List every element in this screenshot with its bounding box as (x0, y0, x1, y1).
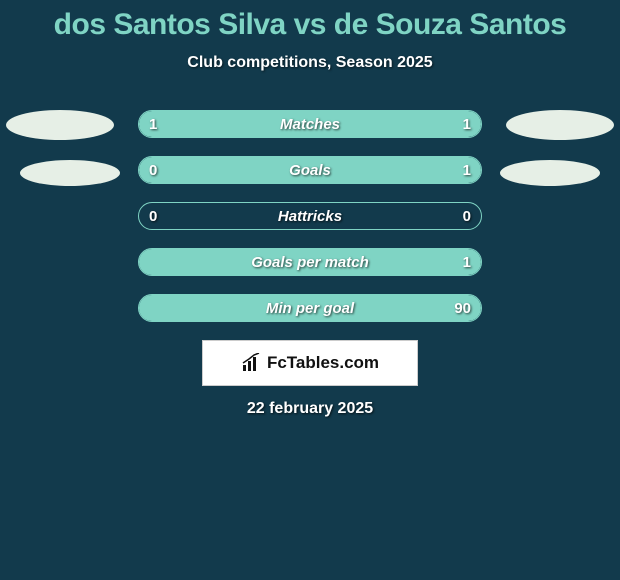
player-left-photo-placeholder (6, 110, 114, 140)
team-left-logo-placeholder (20, 160, 120, 186)
source-logo-text: FcTables.com (267, 353, 379, 373)
stat-row-goals-per-match: Goals per match 1 (138, 248, 482, 276)
stat-right-value: 1 (463, 116, 471, 133)
stat-label: Min per goal (139, 300, 481, 317)
stat-label: Hattricks (139, 208, 481, 225)
stat-label: Matches (139, 116, 481, 133)
player-right-photo-placeholder (506, 110, 614, 140)
source-logo: FcTables.com (202, 340, 418, 386)
stat-right-value: 1 (463, 162, 471, 179)
stats-area: 1 Matches 1 0 Goals 1 0 Hattricks 0 Goal… (0, 110, 620, 418)
stat-row-hattricks: 0 Hattricks 0 (138, 202, 482, 230)
team-right-logo-placeholder (500, 160, 600, 186)
stat-row-min-per-goal: Min per goal 90 (138, 294, 482, 322)
stat-row-goals: 0 Goals 1 (138, 156, 482, 184)
subtitle: Club competitions, Season 2025 (0, 54, 620, 72)
stat-right-value: 1 (463, 254, 471, 271)
chart-icon (241, 353, 263, 373)
stat-label: Goals (139, 162, 481, 179)
comparison-card: dos Santos Silva vs de Souza Santos Club… (0, 0, 620, 418)
page-title: dos Santos Silva vs de Souza Santos (0, 8, 620, 42)
stat-label: Goals per match (139, 254, 481, 271)
stat-right-value: 0 (463, 208, 471, 225)
stat-right-value: 90 (454, 300, 471, 317)
stat-row-matches: 1 Matches 1 (138, 110, 482, 138)
date-label: 22 february 2025 (0, 400, 620, 418)
